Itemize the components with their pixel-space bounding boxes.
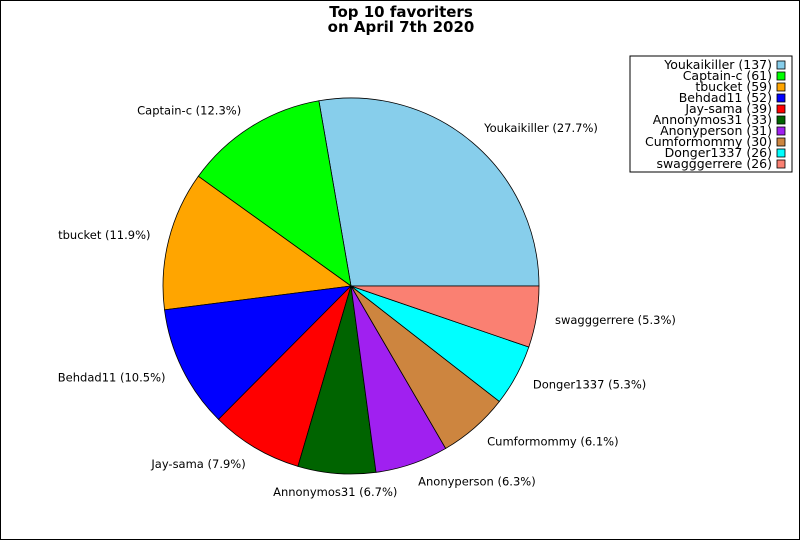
pie-slice-tbucket — [162, 175, 353, 311]
chart-title-line-1: Top 10 favoriters — [329, 3, 473, 21]
legend-label-annonymos31: Annonymos31 (33) — [653, 112, 772, 127]
legend-swatch-behdad11 — [776, 93, 786, 103]
legend-swatch-tbucket — [776, 82, 786, 92]
slice-label-cumformommy: Cumformommy (6.1%) — [487, 435, 618, 449]
legend-label-anonyperson: Anonyperson (31) — [660, 123, 772, 138]
pie-slice-captain-c — [197, 100, 352, 287]
legend-label-tbucket: tbucket (59) — [695, 79, 772, 94]
chart-title-line-2: on April 7th 2020 — [328, 18, 475, 36]
slice-label-behdad11: Behdad11 (10.5%) — [58, 370, 166, 384]
legend-swatch-youkaikiller — [776, 60, 786, 70]
legend-swatch-jay-sama — [776, 104, 786, 114]
slice-label-annonymos31: Annonymos31 (6.7%) — [273, 485, 397, 499]
slice-labels: Youkaikiller (27.7%) Captain-c (12.3%) tbu… — [58, 104, 676, 499]
legend-label-youkaikiller: Youkaikiller (137) — [663, 57, 772, 72]
slice-label-tbucket: tbucket (11.9%) — [58, 228, 150, 242]
legend-label-cumformommy: Cumformommy (30) — [645, 134, 772, 149]
legend-swatch-donger1337 — [776, 148, 786, 158]
pie-slice-swagggerrere — [350, 285, 540, 348]
pie-slice-behdad11 — [164, 285, 353, 420]
slice-label-donger1337: Donger1337 (5.3%) — [533, 377, 646, 391]
slice-label-jay-sama: Jay-sama (7.9%) — [150, 457, 245, 471]
pie-slice-jay-sama — [217, 285, 352, 467]
slice-label-youkaikiller: Youkaikiller (27.7%) — [483, 121, 598, 135]
legend-label-captain-c: Captain-c (61) — [683, 68, 772, 83]
legend: Youkaikiller (137)Captain-c (61)tbucket … — [629, 55, 793, 173]
legend-swatch-cumformommy — [776, 137, 786, 147]
legend-label-behdad11: Behdad11 (52) — [679, 90, 772, 105]
legend-box — [629, 55, 793, 173]
legend-swatch-swagggerrere — [776, 159, 786, 169]
legend-swatch-captain-c — [776, 71, 786, 81]
pie-slices — [162, 97, 540, 475]
legend-swatch-anonyperson — [776, 126, 786, 136]
legend-label-jay-sama: Jay-sama (39) — [684, 101, 772, 116]
legend-swatch-annonymos31 — [776, 115, 786, 125]
slice-label-anonyperson: Anonyperson (6.3%) — [418, 475, 536, 489]
pie-slice-youkaikiller — [318, 97, 540, 287]
legend-label-donger1337: Donger1337 (26) — [665, 145, 772, 160]
slice-label-captain-c: Captain-c (12.3%) — [137, 104, 241, 118]
slice-label-swagggerrere: swagggerrere (5.3%) — [555, 313, 676, 327]
legend-label-swagggerrere: swagggerrere (26) — [656, 156, 772, 171]
